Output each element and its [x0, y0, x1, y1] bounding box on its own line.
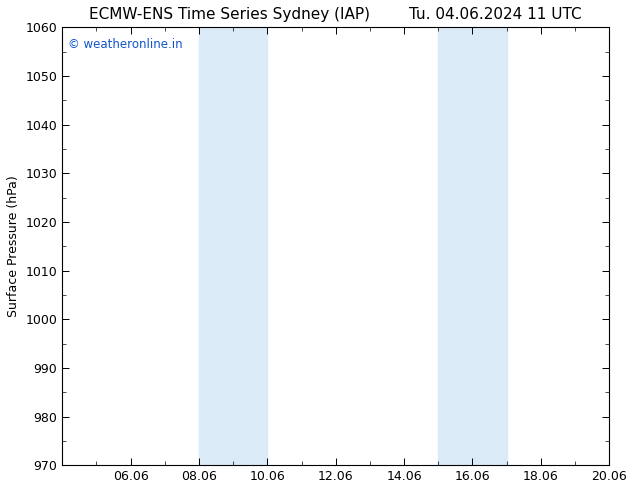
Y-axis label: Surface Pressure (hPa): Surface Pressure (hPa) [7, 175, 20, 317]
Title: ECMW-ENS Time Series Sydney (IAP)        Tu. 04.06.2024 11 UTC: ECMW-ENS Time Series Sydney (IAP) Tu. 04… [89, 7, 582, 22]
Bar [438, 27, 507, 465]
Text: © weatheronline.in: © weatheronline.in [68, 38, 183, 51]
Bar [199, 27, 268, 465]
